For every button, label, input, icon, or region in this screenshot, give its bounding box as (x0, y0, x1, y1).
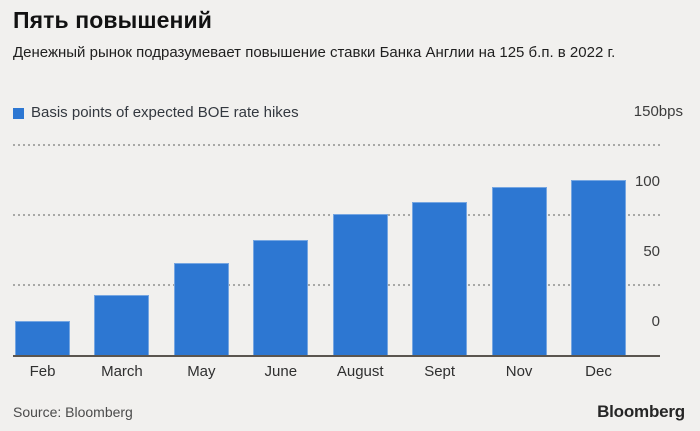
x-axis-label-dec: Dec (585, 363, 612, 380)
chart-subtitle: Денежный рынок подразумевает повышение с… (13, 44, 616, 61)
footer: Source: Bloomberg Bloomberg (13, 402, 685, 422)
bar-feb (15, 321, 70, 355)
x-axis-label-sept: Sept (424, 363, 456, 380)
plot-area: 150bps 100 50 0 Feb March May June August Sept Nov… (13, 103, 683, 380)
bar-march (94, 294, 150, 355)
legend-label: Basis points of expected BOE rate hikes (31, 104, 299, 121)
x-axis-label-may: May (187, 363, 216, 380)
bar-nov (491, 187, 547, 355)
x-axis-label-march: March (101, 363, 143, 380)
bar-june (253, 240, 309, 355)
x-axis-label-nov: Nov (505, 363, 533, 380)
legend-swatch-icon (13, 107, 24, 119)
y-axis-tick-label: 50 (643, 243, 660, 260)
source-note: Source: Bloomberg (13, 404, 133, 420)
bar-sept (412, 202, 468, 355)
x-axis-label-june: June (264, 363, 298, 380)
bar-may (173, 262, 229, 355)
gridline-150 (13, 144, 660, 146)
bar-dec (571, 180, 626, 355)
bloomberg-logo: Bloomberg (597, 402, 685, 421)
x-axis-label-feb: Feb (29, 363, 56, 380)
x-axis-label-august: August (336, 363, 384, 380)
y-axis-tick-label: 0 (651, 313, 660, 330)
y-axis-tick-label: 150bps (633, 103, 683, 120)
y-axis-tick-label: 100 (634, 173, 660, 190)
chart-title: Пять повышений (13, 7, 212, 33)
bar-august (332, 213, 388, 355)
legend: Basis points of expected BOE rate hikes (13, 104, 299, 121)
